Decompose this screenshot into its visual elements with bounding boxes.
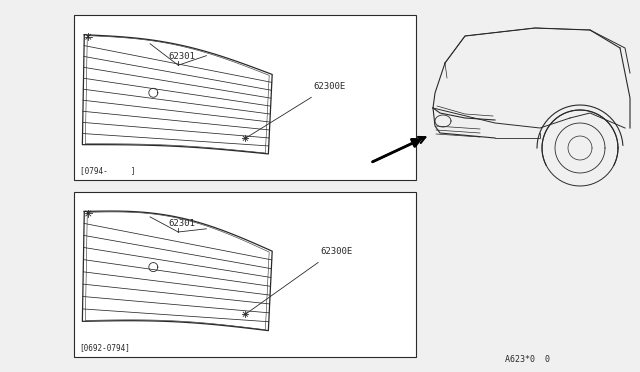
Text: 62300E: 62300E (320, 247, 353, 256)
Text: A623*0  0: A623*0 0 (505, 355, 550, 364)
Text: [0692-0794]: [0692-0794] (79, 343, 131, 352)
Bar (74, 192, 416, 357)
Text: [0794-     ]: [0794- ] (79, 166, 135, 176)
Bar (74, 15, 416, 180)
Text: 62301: 62301 (168, 52, 195, 61)
Polygon shape (83, 211, 272, 331)
Polygon shape (83, 35, 272, 154)
Text: 62300E: 62300E (314, 82, 346, 92)
Text: 62301: 62301 (168, 219, 195, 228)
